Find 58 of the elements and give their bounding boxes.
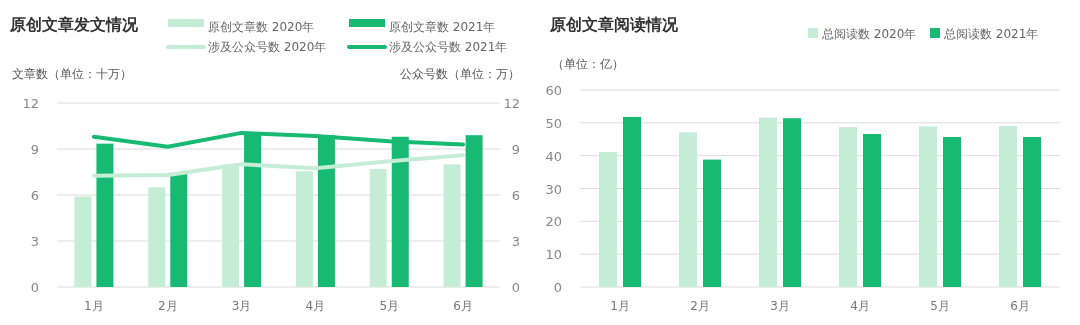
bar (703, 159, 721, 287)
bar (943, 136, 961, 287)
x-tick-label: 2月 (157, 299, 178, 313)
y-tick-label: 60 (545, 83, 562, 98)
bar (863, 134, 881, 287)
y-tick-label: 30 (545, 181, 562, 197)
y2-tick-label: 0 (511, 280, 520, 295)
x-tick-label: 6月 (1010, 299, 1030, 313)
bar (783, 118, 801, 287)
y2-tick-label: 6 (511, 188, 520, 203)
bar (148, 187, 166, 287)
y-tick-label: 6 (30, 188, 39, 203)
y-tick-label: 0 (30, 280, 39, 295)
bar (679, 132, 697, 287)
bar (759, 117, 777, 287)
chart-title: 原创文章发文情况 (9, 15, 139, 34)
x-tick-label: 4月 (850, 299, 870, 313)
bar (599, 152, 617, 287)
y-axis-title: （单位：亿） (552, 57, 624, 71)
legend-label: 涉及公众号数 2020年 (208, 40, 327, 54)
x-tick-label: 5月 (930, 299, 950, 313)
bar (1023, 136, 1041, 287)
y-tick-label: 12 (22, 96, 39, 111)
bar (919, 126, 937, 287)
y2-tick-label: 9 (511, 142, 520, 157)
bar (839, 127, 857, 287)
x-tick-label: 5月 (379, 299, 400, 313)
y-tick-label: 0 (553, 280, 562, 295)
bar (369, 168, 387, 287)
bar (999, 126, 1017, 287)
y-tick-label: 20 (545, 214, 562, 230)
legend-label: 总阅读数 2021年 (943, 27, 1039, 41)
bar (74, 196, 92, 287)
legend-label: 原创文章数 2020年 (208, 20, 315, 34)
y-tick-label: 3 (30, 234, 39, 249)
chart-title: 原创文章阅读情况 (549, 15, 679, 34)
x-tick-label: 6月 (453, 299, 473, 313)
bar (170, 173, 188, 287)
x-tick-label: 4月 (305, 299, 326, 313)
legend-label: 涉及公众号数 2021年 (389, 40, 508, 54)
legend-label: 总阅读数 2020年 (821, 27, 917, 41)
y2-tick-label: 12 (503, 96, 520, 111)
y-tick-label: 10 (545, 247, 562, 263)
y-tick-label: 40 (545, 148, 562, 164)
y-tick-label: 9 (30, 142, 39, 157)
y-tick-label: 50 (545, 115, 562, 131)
bar (96, 143, 114, 287)
x-tick-label: 1月 (84, 299, 104, 313)
x-tick-label: 3月 (770, 299, 790, 313)
y2-axis-title: 公众号数（单位：万） (400, 67, 520, 81)
legend-label: 原创文章数 2021年 (389, 20, 496, 34)
y2-tick-label: 3 (511, 234, 520, 249)
x-tick-label: 2月 (690, 299, 710, 313)
bar (623, 116, 641, 287)
x-tick-label: 1月 (610, 299, 630, 313)
bar (443, 164, 461, 287)
y-axis-title: 文章数（单位：十万） (12, 67, 132, 81)
x-tick-label: 3月 (231, 299, 252, 313)
